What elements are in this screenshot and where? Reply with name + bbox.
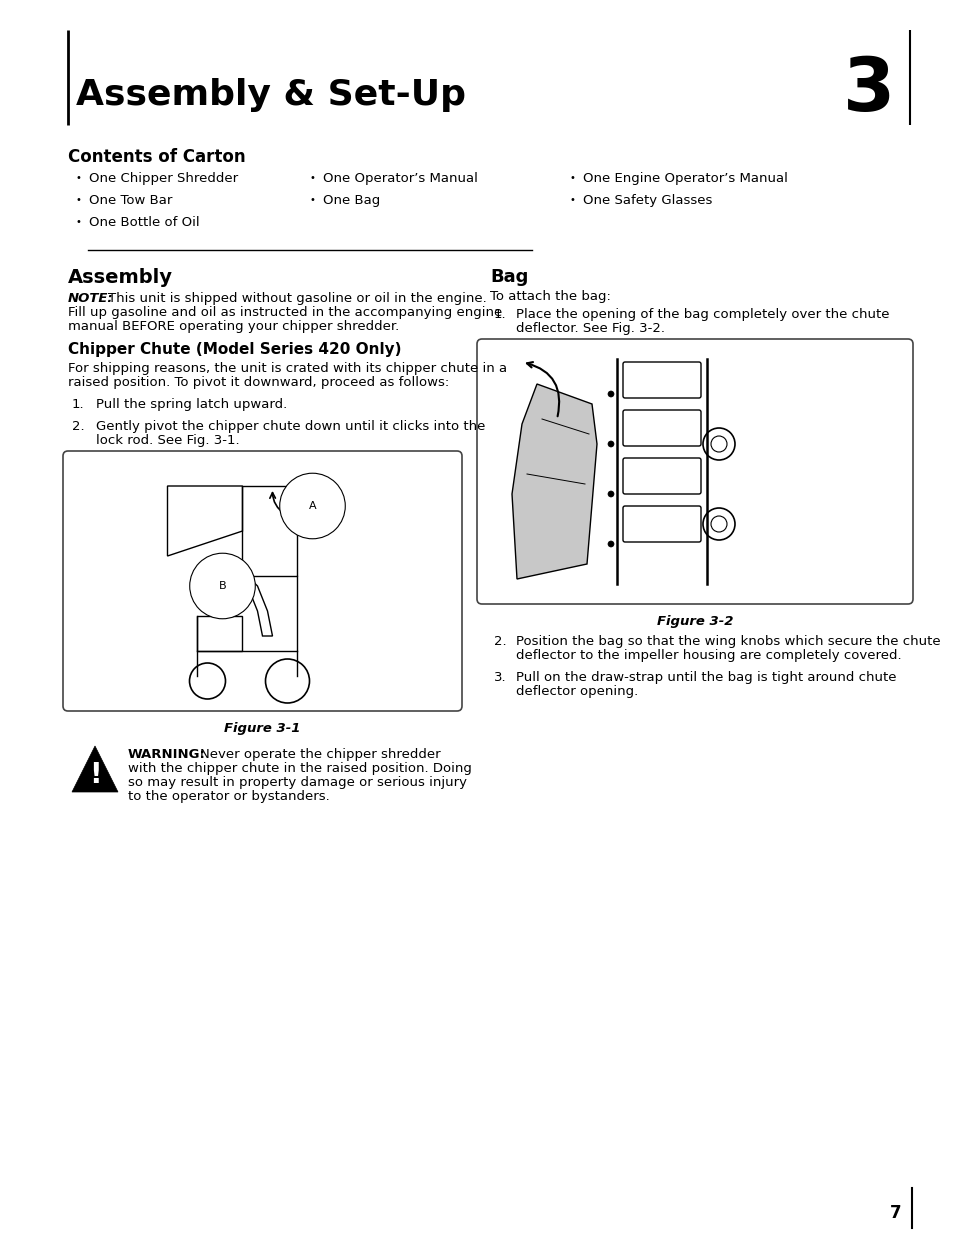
Text: This unit is shipped without gasoline or oil in the engine.: This unit is shipped without gasoline or… (108, 291, 486, 305)
Text: Fill up gasoline and oil as instructed in the accompanying engine: Fill up gasoline and oil as instructed i… (68, 306, 501, 319)
Text: Position the bag so that the wing knobs which secure the chute: Position the bag so that the wing knobs … (516, 635, 940, 648)
Text: so may result in property damage or serious injury: so may result in property damage or seri… (128, 776, 467, 789)
Circle shape (607, 541, 614, 547)
Text: One Safety Glasses: One Safety Glasses (582, 194, 712, 207)
Text: For shipping reasons, the unit is crated with its chipper chute in a: For shipping reasons, the unit is crated… (68, 362, 507, 375)
Text: •: • (76, 195, 82, 205)
Text: •: • (76, 217, 82, 227)
Text: •: • (310, 195, 315, 205)
Text: One Bag: One Bag (323, 194, 380, 207)
FancyBboxPatch shape (622, 458, 700, 494)
Text: 2.: 2. (494, 635, 506, 648)
Text: 1.: 1. (71, 398, 85, 411)
Text: deflector opening.: deflector opening. (516, 685, 638, 698)
Text: Figure 3-1: Figure 3-1 (224, 722, 300, 735)
Text: manual BEFORE operating your chipper shredder.: manual BEFORE operating your chipper shr… (68, 320, 399, 333)
Text: •: • (310, 173, 315, 183)
Circle shape (607, 391, 614, 396)
Text: One Bottle of Oil: One Bottle of Oil (89, 216, 199, 228)
Text: 3: 3 (841, 53, 894, 126)
Text: 7: 7 (889, 1204, 901, 1221)
Text: 3.: 3. (494, 671, 506, 684)
Text: raised position. To pivot it downward, proceed as follows:: raised position. To pivot it downward, p… (68, 375, 449, 389)
Text: !: ! (89, 761, 101, 788)
Text: Contents of Carton: Contents of Carton (68, 148, 245, 165)
Text: One Operator’s Manual: One Operator’s Manual (323, 172, 477, 185)
Text: Place the opening of the bag completely over the chute: Place the opening of the bag completely … (516, 308, 888, 321)
Text: 2.: 2. (71, 420, 85, 433)
Text: 1.: 1. (494, 308, 506, 321)
Text: Assembly: Assembly (68, 268, 172, 287)
Text: Never operate the chipper shredder: Never operate the chipper shredder (200, 748, 440, 761)
Circle shape (607, 492, 614, 496)
Text: •: • (569, 195, 576, 205)
Text: Pull the spring latch upward.: Pull the spring latch upward. (96, 398, 287, 411)
Polygon shape (512, 384, 597, 579)
Text: NOTE:: NOTE: (68, 291, 113, 305)
Text: Bag: Bag (490, 268, 528, 287)
Text: to the operator or bystanders.: to the operator or bystanders. (128, 790, 330, 803)
FancyBboxPatch shape (476, 338, 912, 604)
Text: To attach the bag:: To attach the bag: (490, 290, 610, 303)
Text: Pull on the draw-strap until the bag is tight around chute: Pull on the draw-strap until the bag is … (516, 671, 896, 684)
Polygon shape (71, 746, 118, 792)
Text: Chipper Chute (Model Series 420 Only): Chipper Chute (Model Series 420 Only) (68, 342, 401, 357)
FancyBboxPatch shape (622, 506, 700, 542)
Text: One Tow Bar: One Tow Bar (89, 194, 172, 207)
FancyBboxPatch shape (622, 362, 700, 398)
Text: B: B (218, 580, 226, 592)
Text: Figure 3-2: Figure 3-2 (656, 615, 733, 629)
FancyBboxPatch shape (63, 451, 461, 711)
Text: A: A (309, 501, 316, 511)
Text: lock rod. See Fig. 3-1.: lock rod. See Fig. 3-1. (96, 433, 239, 447)
Text: One Chipper Shredder: One Chipper Shredder (89, 172, 238, 185)
Text: WARNING:: WARNING: (128, 748, 206, 761)
Text: deflector. See Fig. 3-2.: deflector. See Fig. 3-2. (516, 322, 664, 335)
Text: One Engine Operator’s Manual: One Engine Operator’s Manual (582, 172, 787, 185)
Text: Assembly & Set-Up: Assembly & Set-Up (76, 78, 465, 112)
Text: with the chipper chute in the raised position. Doing: with the chipper chute in the raised pos… (128, 762, 472, 776)
Text: •: • (569, 173, 576, 183)
Text: deflector to the impeller housing are completely covered.: deflector to the impeller housing are co… (516, 650, 901, 662)
Circle shape (607, 441, 614, 447)
FancyBboxPatch shape (622, 410, 700, 446)
Text: •: • (76, 173, 82, 183)
Text: Gently pivot the chipper chute down until it clicks into the: Gently pivot the chipper chute down unti… (96, 420, 485, 433)
